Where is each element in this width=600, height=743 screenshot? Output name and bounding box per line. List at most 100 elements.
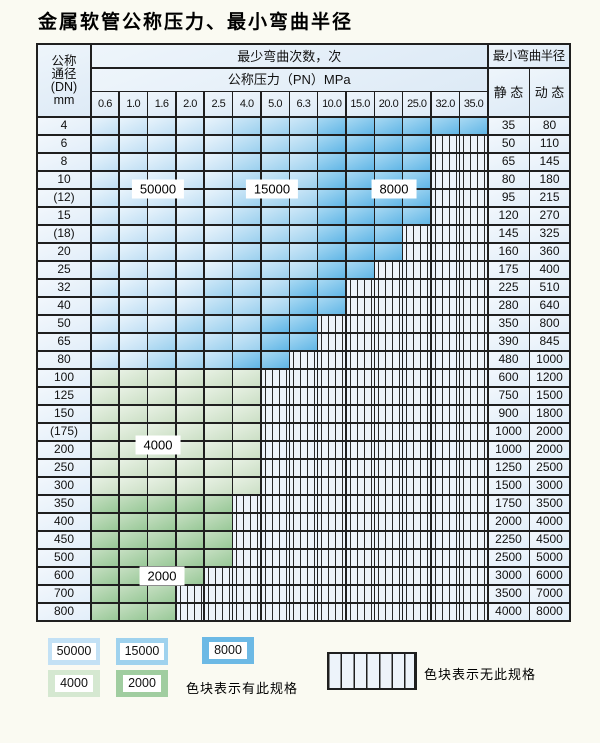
no-spec-cell bbox=[431, 207, 459, 224]
spec-cell-b3 bbox=[346, 207, 374, 224]
dynamic-radius-cell: 215 bbox=[530, 189, 569, 206]
dn-cell: 40 bbox=[38, 297, 90, 314]
no-spec-cell bbox=[233, 549, 261, 566]
spec-cell-b3 bbox=[318, 297, 346, 314]
spec-cell-b1 bbox=[176, 153, 204, 170]
no-spec-cell bbox=[431, 585, 459, 602]
dn-cell: 150 bbox=[38, 405, 90, 422]
no-spec-cell bbox=[403, 549, 431, 566]
no-spec-cell bbox=[460, 513, 487, 530]
spec-cell-b3 bbox=[375, 225, 402, 242]
no-spec-cell bbox=[460, 297, 487, 314]
dynamic-radius-cell: 845 bbox=[530, 333, 569, 350]
corner-line-4: mm bbox=[53, 92, 75, 107]
no-spec-cell bbox=[460, 441, 487, 458]
spec-cell-b1 bbox=[91, 135, 119, 152]
no-spec-cell bbox=[261, 603, 289, 620]
no-spec-cell bbox=[431, 171, 459, 188]
spec-cell-b3 bbox=[318, 225, 346, 242]
pressure-tick: 1.6 bbox=[148, 92, 176, 116]
spec-cell-g1 bbox=[119, 459, 147, 476]
static-radius-cell: 3000 bbox=[488, 567, 529, 584]
spec-cell-g2 bbox=[176, 495, 204, 512]
no-spec-cell bbox=[431, 153, 459, 170]
no-spec-cell bbox=[290, 369, 317, 386]
dynamic-radius-cell: 1800 bbox=[530, 405, 569, 422]
spec-cell-b3 bbox=[403, 153, 431, 170]
no-spec-cell bbox=[375, 297, 402, 314]
no-spec-cell bbox=[318, 441, 346, 458]
no-spec-cell bbox=[403, 567, 431, 584]
zone-value-label: 2000 bbox=[139, 566, 185, 586]
dynamic-radius-cell: 510 bbox=[530, 279, 569, 296]
dn-cell: 15 bbox=[38, 207, 90, 224]
dynamic-radius-cell: 3500 bbox=[530, 495, 569, 512]
no-spec-cell bbox=[261, 495, 289, 512]
no-spec-cell bbox=[261, 387, 289, 404]
spec-cell-g2 bbox=[148, 585, 176, 602]
spec-cell-b2 bbox=[233, 225, 261, 242]
spec-cell-g1 bbox=[233, 405, 261, 422]
no-spec-cell bbox=[431, 189, 459, 206]
dn-cell: 700 bbox=[38, 585, 90, 602]
no-spec-cell bbox=[290, 405, 317, 422]
no-spec-cell bbox=[346, 315, 374, 332]
spec-cell-b2 bbox=[204, 333, 232, 350]
pressure-tick: 20.0 bbox=[375, 92, 402, 116]
spec-cell-g2 bbox=[119, 531, 147, 548]
dn-cell: 65 bbox=[38, 333, 90, 350]
spec-cell-g1 bbox=[91, 423, 119, 440]
dynamic-header: 动 态 bbox=[530, 68, 569, 116]
static-radius-cell: 280 bbox=[488, 297, 529, 314]
spec-cell-b3 bbox=[318, 261, 346, 278]
spec-cell-g1 bbox=[176, 441, 204, 458]
spec-cell-b1 bbox=[176, 297, 204, 314]
static-radius-cell: 160 bbox=[488, 243, 529, 260]
spec-cell-b3 bbox=[318, 153, 346, 170]
spec-cell-g1 bbox=[204, 477, 232, 494]
spec-cell-b2 bbox=[290, 225, 317, 242]
no-spec-cell bbox=[403, 603, 431, 620]
no-spec-cell bbox=[403, 405, 431, 422]
no-spec-cell bbox=[460, 153, 487, 170]
page-title: 金属软管公称压力、最小弯曲半径 bbox=[38, 12, 354, 33]
spec-cell-b2 bbox=[261, 153, 289, 170]
spec-cell-b3 bbox=[346, 171, 374, 188]
spec-cell-b2 bbox=[261, 243, 289, 260]
static-radius-cell: 50 bbox=[488, 135, 529, 152]
spec-cell-b1 bbox=[148, 297, 176, 314]
dn-cell: 25 bbox=[38, 261, 90, 278]
dynamic-radius-cell: 145 bbox=[530, 153, 569, 170]
spec-cell-b1 bbox=[148, 225, 176, 242]
spec-cell-g1 bbox=[204, 405, 232, 422]
pressure-tick: 35.0 bbox=[460, 92, 487, 116]
spec-cell-b1 bbox=[91, 261, 119, 278]
no-spec-cell bbox=[375, 459, 402, 476]
spec-cell-b2 bbox=[261, 207, 289, 224]
spec-cell-b2 bbox=[204, 297, 232, 314]
zone-value-label: 8000 bbox=[371, 179, 417, 199]
legend-label-2000: 2000 bbox=[123, 675, 161, 692]
spec-cell-b3 bbox=[318, 243, 346, 260]
spec-cell-b3 bbox=[233, 351, 261, 368]
no-spec-cell bbox=[261, 513, 289, 530]
spec-cell-b3 bbox=[375, 135, 402, 152]
static-radius-cell: 95 bbox=[488, 189, 529, 206]
spec-cell-g1 bbox=[148, 477, 176, 494]
spec-cell-g1 bbox=[119, 369, 147, 386]
spec-cell-b2 bbox=[233, 279, 261, 296]
no-spec-cell bbox=[346, 567, 374, 584]
no-spec-cell bbox=[261, 441, 289, 458]
dynamic-radius-cell: 640 bbox=[530, 297, 569, 314]
no-spec-cell bbox=[318, 405, 346, 422]
static-radius-cell: 1750 bbox=[488, 495, 529, 512]
no-spec-cell bbox=[431, 603, 459, 620]
dynamic-radius-cell: 360 bbox=[530, 243, 569, 260]
corner-line-2: 通径 bbox=[51, 66, 77, 81]
no-spec-cell bbox=[403, 495, 431, 512]
spec-cell-g1 bbox=[233, 423, 261, 440]
spec-cell-g1 bbox=[148, 387, 176, 404]
spec-cell-g1 bbox=[204, 423, 232, 440]
static-radius-cell: 225 bbox=[488, 279, 529, 296]
no-spec-cell bbox=[318, 549, 346, 566]
